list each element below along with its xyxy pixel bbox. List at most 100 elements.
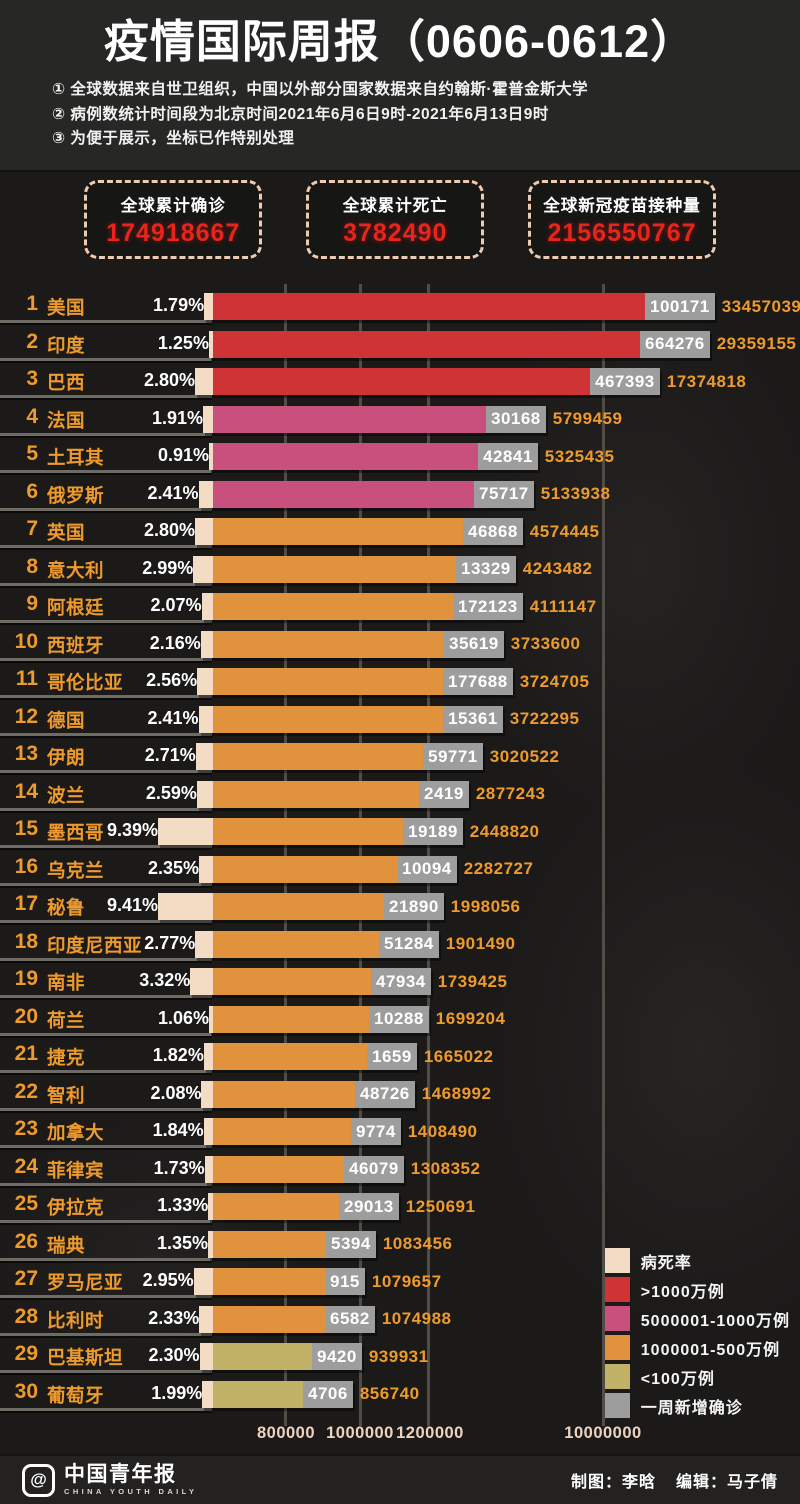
- stat-label: 全球新冠疫苗接种量: [543, 197, 701, 215]
- fatality-rate-segment: [158, 818, 213, 845]
- fatality-rate-segment: [203, 1118, 213, 1145]
- row-fatality-rate: 2.59%: [145, 782, 197, 803]
- fatality-rate-segment: [202, 1380, 213, 1408]
- cumulative-cases-value: 3733600: [510, 634, 581, 653]
- row-underline: [0, 1107, 212, 1111]
- row-fatality-rate: 1.73%: [153, 1157, 205, 1178]
- row-country-label: 波兰: [47, 784, 86, 806]
- row-bar-strip: 29013 1250691: [208, 1193, 475, 1220]
- cumulative-cases-value: 4243482: [522, 559, 593, 578]
- row-bar-strip: 15361 3722295: [198, 705, 580, 733]
- row-bar-strip: 100171 33457039: [204, 293, 800, 320]
- row-rank: 30: [14, 1379, 38, 1403]
- row-bar-strip: 46079 1308352: [204, 1155, 481, 1183]
- chart-rows: 1 美国 1.79% 100171 33457039 2 印度 1.25% 66…: [0, 274, 800, 1413]
- row-rank: 7: [26, 517, 38, 540]
- row-bar-strip: 1659 1665022: [203, 1043, 494, 1070]
- row-country-label: 印度: [47, 334, 86, 356]
- row-bar-strip: 664276 29359155: [208, 330, 796, 358]
- chart-row: 8 意大利 2.99% 13329 4243482: [0, 551, 800, 589]
- row-country-label: 意大利: [47, 559, 105, 581]
- row-rank: 1: [26, 292, 38, 315]
- weekly-new-cases-badge: 5394: [325, 1230, 376, 1258]
- cumulative-cases-bar: [212, 705, 443, 733]
- weekly-new-cases-badge: 15361: [442, 705, 503, 733]
- cumulative-cases-bar: [212, 1043, 367, 1070]
- row-underline: [0, 1220, 212, 1223]
- row-fatality-rate: 2.77%: [144, 932, 196, 953]
- row-fatality-rate: 2.56%: [146, 670, 198, 690]
- header: 疫情国际周报（0606-0612） ① 全球数据来自世卫组织，中国以外部分国家数…: [0, 0, 800, 170]
- fatality-rate-segment: [193, 555, 213, 583]
- chart-row: 7 英国 2.80% 46868 4574445: [0, 513, 800, 551]
- row-country-label: 菲律宾: [47, 1159, 105, 1181]
- gridline-10000000: [602, 284, 605, 1426]
- row-country-label: 法国: [47, 409, 86, 431]
- legend-swatch: [604, 1364, 630, 1389]
- x-tick-label: 1200000: [396, 1424, 464, 1442]
- gridline-1200000: [427, 284, 430, 1426]
- row-fatality-rate: 2.99%: [142, 557, 194, 578]
- row-country-label: 加拿大: [47, 1122, 105, 1143]
- fatality-rate-segment: [195, 518, 213, 545]
- weekly-new-cases-badge: 9774: [350, 1118, 401, 1145]
- chart-row: 10 西班牙 2.16% 35619 3733600: [0, 626, 800, 664]
- row-underline: [0, 1257, 212, 1261]
- credit-maker: 制图：李晗: [570, 1474, 656, 1491]
- chart-row: 11 哥伦比亚 2.56% 177688 3724705: [0, 663, 800, 701]
- footer: @ 中国青年报 CHINA YOUTH DAILY 制图：李晗 编辑：马子倩: [0, 1454, 800, 1504]
- cumulative-cases-bar: [212, 593, 453, 620]
- cumulative-cases-bar: [212, 743, 423, 770]
- row-bar-strip: 915 1079657: [193, 1268, 442, 1295]
- row-bar-strip: 172123 4111147: [201, 593, 597, 620]
- cumulative-cases-value: 1468992: [421, 1084, 492, 1103]
- stat-label: 全球累计确诊: [120, 197, 226, 215]
- fatality-rate-segment: [201, 1080, 213, 1108]
- cumulative-cases-bar: [213, 443, 478, 470]
- fatality-rate-segment: [190, 968, 213, 995]
- row-rank: 6: [26, 479, 38, 503]
- chart-row: 5 土耳其 0.91% 42841 5325435: [0, 438, 800, 476]
- row-fatality-rate: 1.99%: [151, 1382, 203, 1403]
- cumulative-cases-bar: [212, 1380, 303, 1408]
- row-bar-strip: 51284 1901490: [195, 930, 515, 958]
- row-underline: [0, 1332, 212, 1336]
- stat-box-confirmed: 全球累计确诊 174918667: [84, 180, 263, 259]
- row-bar-strip: 46868 4574445: [195, 518, 599, 545]
- cumulative-cases-value: 2282727: [463, 859, 534, 878]
- stat-value: 3782490: [343, 219, 448, 247]
- fatality-rate-segment: [196, 780, 213, 808]
- legend-swatch: [604, 1335, 630, 1360]
- chart-row: 21 捷克 1.82% 1659 1665022: [0, 1038, 800, 1076]
- row-rank: 9: [26, 592, 38, 615]
- legend-label: 5000001-1000万例: [640, 1312, 790, 1330]
- row-bar-strip: 21890 1998056: [158, 893, 520, 920]
- legend-label: 病死率: [640, 1254, 692, 1272]
- row-country-label: 德国: [47, 709, 86, 731]
- row-bar-strip: 30168 5799459: [203, 405, 622, 433]
- row-rank: 24: [14, 1154, 38, 1178]
- stat-label: 全球累计死亡: [342, 197, 448, 215]
- cumulative-cases-bar: [212, 668, 443, 695]
- row-country-label: 乌克兰: [47, 859, 105, 881]
- row-country-label: 荷兰: [47, 1009, 86, 1031]
- row-rank: 23: [14, 1117, 38, 1140]
- legend-swatch: [604, 1393, 630, 1418]
- row-bar-strip: 42841 5325435: [209, 443, 614, 470]
- fatality-rate-segment: [198, 480, 213, 508]
- row-underline: [0, 957, 212, 961]
- weekly-new-cases-badge: 21890: [384, 893, 444, 920]
- legend-item-gt10m: >1000万例: [604, 1277, 790, 1302]
- fatality-rate-segment: [201, 593, 213, 620]
- cumulative-cases-value: 2448820: [469, 821, 540, 841]
- weekly-new-cases-badge: 35619: [443, 630, 504, 658]
- row-fatality-rate: 9.39%: [106, 820, 158, 840]
- note-line-2: ② 病例数统计时间段为北京时间2021年6月6日9时-2021年6月13日9时: [52, 105, 549, 123]
- china-youth-daily-logo: @ 中国青年报 CHINA YOUTH DAILY: [22, 1463, 197, 1497]
- logo-text: 中国青年报 CHINA YOUTH DAILY: [64, 1464, 197, 1496]
- legend-item-lt1m: <100万例: [604, 1364, 790, 1389]
- x-tick-label: 1000000: [326, 1424, 394, 1442]
- row-rank: 11: [15, 667, 38, 690]
- row-bar-strip: 47934 1739425: [190, 968, 507, 995]
- weekly-new-cases-badge: 1659: [366, 1043, 417, 1070]
